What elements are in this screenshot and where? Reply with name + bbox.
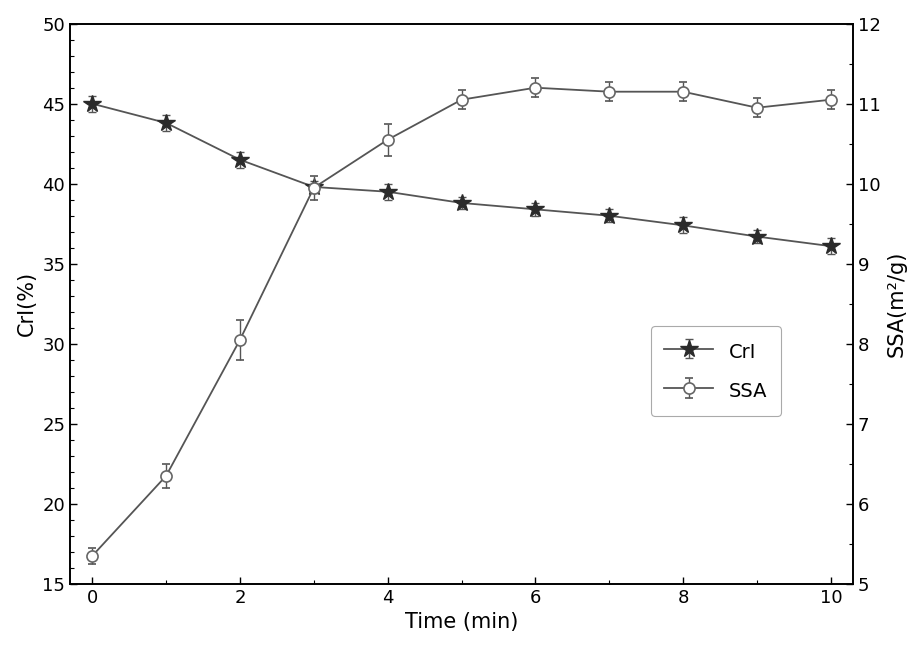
Legend: CrI, SSA: CrI, SSA: [651, 326, 781, 416]
Y-axis label: SSA(m²/g): SSA(m²/g): [886, 251, 906, 357]
Y-axis label: CrI(%): CrI(%): [17, 271, 37, 336]
X-axis label: Time (min): Time (min): [405, 613, 518, 632]
